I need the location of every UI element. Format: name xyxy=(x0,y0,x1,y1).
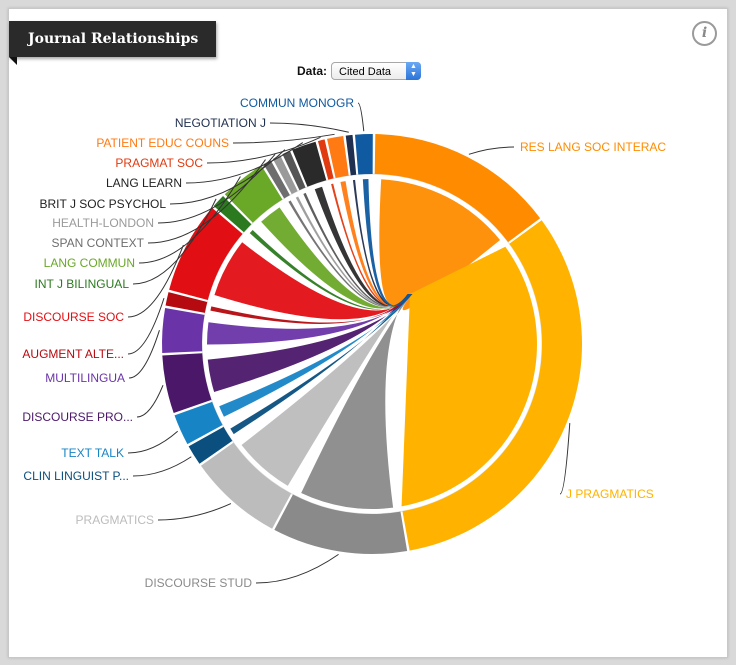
ribbons-group xyxy=(207,179,537,509)
arc-discourse-stud[interactable] xyxy=(274,494,408,554)
label-res-lang-soc-interac[interactable]: RES LANG SOC INTERAC xyxy=(520,140,666,154)
ribbon-j-pragmatics[interactable] xyxy=(401,246,537,507)
label-augment-alte[interactable]: AUGMENT ALTE... xyxy=(22,347,124,361)
label-lang-learn[interactable]: LANG LEARN xyxy=(106,176,182,190)
title-badge-tail xyxy=(9,57,17,65)
label-lang-commun[interactable]: LANG COMMUN xyxy=(44,256,135,270)
labels-group: RES LANG SOC INTERAC J PRAGMATICS DISCOURS… xyxy=(22,96,666,590)
label-pragmat-soc[interactable]: PRAGMAT SOC xyxy=(115,156,203,170)
label-multilingua[interactable]: MULTILINGUA xyxy=(45,371,125,385)
label-discourse-pro[interactable]: DISCOURSE PRO... xyxy=(22,410,133,424)
arc-discourse-pro[interactable] xyxy=(162,353,212,414)
leader-line-augment-alte xyxy=(127,297,165,355)
label-brit-j-soc-psychol[interactable]: BRIT J SOC PSYCHOL xyxy=(40,197,167,211)
arc-discourse-soc[interactable] xyxy=(169,207,243,301)
label-discourse-stud[interactable]: DISCOURSE STUD xyxy=(145,576,253,590)
updown-arrow-icon[interactable]: ▲ ▼ xyxy=(406,62,422,80)
chart-title-badge: Journal Relationships xyxy=(9,21,217,57)
leader-line-negotiation-j xyxy=(269,122,349,133)
arc-span-context[interactable] xyxy=(263,160,290,199)
leader-line-pragmat-soc xyxy=(206,136,321,164)
arc-lang-learn[interactable] xyxy=(292,141,327,187)
arc-res-lang-soc-interac[interactable] xyxy=(374,134,541,243)
leader-line-lang-learn xyxy=(185,142,304,184)
leader-line-commun-monogr xyxy=(357,102,365,132)
label-health-london[interactable]: HEALTH-LONDON xyxy=(52,216,154,230)
ribbon-text-talk[interactable] xyxy=(219,294,413,417)
arc-augment-alte[interactable] xyxy=(165,292,208,313)
arc-commun-monogr[interactable] xyxy=(355,134,373,175)
data-selector-label: Data: xyxy=(297,64,328,78)
arc-j-pragmatics[interactable] xyxy=(402,220,583,551)
leader-line-pragmatics xyxy=(157,503,232,521)
leader-line-res-lang-soc-interac xyxy=(468,146,515,155)
label-j-pragmatics[interactable]: J PRAGMATICS xyxy=(566,487,654,501)
leader-line-multilingua xyxy=(128,330,160,379)
arc-int-j-bilingual[interactable] xyxy=(213,195,252,233)
ribbon-pragmatics[interactable] xyxy=(241,294,413,486)
leader-line-lang-commun xyxy=(138,176,241,264)
ribbon-clin-linguist-p[interactable] xyxy=(230,294,413,435)
arc-negotiation-j[interactable] xyxy=(345,134,357,176)
arc-patient-educ-couns[interactable] xyxy=(327,135,349,178)
arc-brit-j-soc-psychol[interactable] xyxy=(282,150,306,191)
leader-line-discourse-stud xyxy=(255,553,339,584)
arcs-group xyxy=(162,134,583,554)
ribbon-patient-educ-couns[interactable] xyxy=(340,181,413,306)
ribbon-discourse-soc[interactable] xyxy=(214,242,413,320)
ribbon-int-j-bilingual[interactable] xyxy=(249,230,413,310)
ribbon-span-context[interactable] xyxy=(288,200,413,308)
leader-line-span-context xyxy=(147,159,266,244)
label-pragmatics[interactable]: PRAGMATICS xyxy=(76,513,154,527)
ribbon-lang-learn[interactable] xyxy=(314,186,413,307)
ribbon-discourse-pro[interactable] xyxy=(207,294,413,392)
ribbon-discourse-stud[interactable] xyxy=(301,294,413,509)
leader-line-clin-linguist-p xyxy=(132,456,192,477)
data-select[interactable]: Cited Data ▲ ▼ xyxy=(331,62,422,80)
arc-pragmatics[interactable] xyxy=(200,442,292,529)
label-text-talk[interactable]: TEXT TALK xyxy=(61,446,124,460)
arc-lang-commun[interactable] xyxy=(224,165,283,223)
ribbon-lang-commun[interactable] xyxy=(261,207,413,309)
arc-text-talk[interactable] xyxy=(174,401,223,445)
ribbon-commun-monogr[interactable] xyxy=(362,179,413,306)
label-negotiation-j[interactable]: NEGOTIATION J xyxy=(175,116,266,130)
leader-line-int-j-bilingual xyxy=(132,198,217,285)
data-selector-row: Data: Cited Data ▲ ▼ xyxy=(297,61,422,81)
ribbon-augment-alte[interactable] xyxy=(210,294,413,324)
leader-line-text-talk xyxy=(127,430,179,454)
arc-health-london[interactable] xyxy=(272,155,298,195)
label-clin-linguist-p[interactable]: CLIN LINGUIST P... xyxy=(23,469,129,483)
leader-line-patient-educ-couns xyxy=(232,133,335,144)
leader-line-j-pragmatics xyxy=(559,422,571,495)
arc-clin-linguist-p[interactable] xyxy=(188,426,233,464)
arc-pragmat-soc[interactable] xyxy=(317,139,334,180)
leader-line-discourse-pro xyxy=(136,385,164,418)
label-patient-educ-couns[interactable]: PATIENT EDUC COUNS xyxy=(96,136,229,150)
label-int-j-bilingual[interactable]: INT J BILINGUAL xyxy=(35,277,130,291)
label-commun-monogr[interactable]: COMMUN MONOGR xyxy=(240,96,354,110)
ribbon-multilingua[interactable] xyxy=(207,294,413,345)
data-select-value: Cited Data xyxy=(339,66,391,78)
label-discourse-soc[interactable]: DISCOURSE SOC xyxy=(23,310,124,324)
arc-multilingua[interactable] xyxy=(162,307,205,353)
ribbon-res-lang-soc-interac[interactable] xyxy=(379,179,501,311)
info-icon[interactable]: i xyxy=(692,21,717,46)
label-span-context[interactable]: SPAN CONTEXT xyxy=(52,236,145,250)
